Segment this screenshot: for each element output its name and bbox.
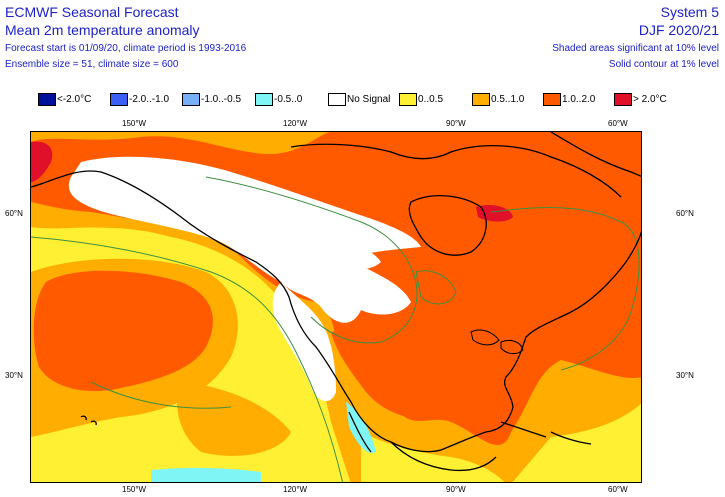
forecast-title: ECMWF Seasonal Forecast bbox=[5, 4, 179, 20]
legend-item: 1.0..2.0 bbox=[543, 92, 595, 107]
coastline-hawaii bbox=[80, 415, 97, 426]
map-canvas bbox=[31, 132, 641, 482]
legend-item: <-2.0°C bbox=[38, 92, 91, 107]
right-tick-label: 60°N bbox=[676, 209, 694, 218]
legend-item: 0.5..1.0 bbox=[472, 92, 524, 107]
legend-item: > 2.0°C bbox=[614, 92, 667, 107]
anomaly-fill-cyan-bottom bbox=[151, 467, 261, 482]
anomaly-map bbox=[30, 131, 642, 483]
right-tick-label: 30°N bbox=[676, 371, 694, 380]
legend-swatch bbox=[38, 93, 56, 106]
legend-swatch bbox=[472, 93, 490, 106]
left-tick-label: 60°N bbox=[5, 209, 23, 218]
no-signal-west bbox=[68, 156, 422, 323]
coastline-greenland bbox=[550, 132, 641, 177]
ensemble-size-info: Ensemble size = 51, climate size = 600 bbox=[5, 59, 179, 70]
no-signal-hudson-west bbox=[314, 237, 381, 270]
coastline-gulf bbox=[390, 441, 497, 472]
anomaly-fill-red-us bbox=[331, 330, 531, 421]
legend-swatch bbox=[182, 93, 200, 106]
legend-item: -1.0..-0.5 bbox=[182, 92, 241, 107]
legend-swatch bbox=[614, 93, 632, 106]
significance-note: Shaded areas significant at 10% level bbox=[552, 43, 719, 54]
significance-contour bbox=[31, 236, 344, 482]
legend-swatch bbox=[543, 93, 561, 106]
legend-label: 0.5..1.0 bbox=[491, 94, 525, 105]
legend-label: -0.5..0 bbox=[274, 94, 303, 105]
anomaly-fill-cyan-baja bbox=[346, 402, 376, 453]
left-tick-label: 30°N bbox=[5, 371, 23, 380]
bottom-tick-label: 90°W bbox=[446, 485, 466, 494]
anomaly-fill-yellow-atlantic bbox=[512, 403, 641, 482]
legend-swatch bbox=[255, 93, 273, 106]
coastline-caribbean bbox=[500, 421, 592, 445]
system-label: System 5 bbox=[660, 4, 719, 20]
season-label: DJF 2020/21 bbox=[638, 22, 719, 38]
bottom-tick-label: 120°W bbox=[283, 485, 308, 494]
legend-label: -2.0..-1.0 bbox=[129, 94, 170, 105]
significance-contour bbox=[90, 381, 232, 409]
legend-item: -0.5..0 bbox=[255, 92, 302, 107]
legend-label: > 2.0°C bbox=[633, 94, 667, 105]
color-legend: <-2.0°C -2.0..-1.0 -1.0..-0.5 -0.5..0 No… bbox=[38, 92, 688, 107]
legend-label: -1.0..-0.5 bbox=[201, 94, 242, 105]
legend-label: 0..0.5 bbox=[418, 94, 444, 105]
coastline-baja bbox=[348, 411, 372, 453]
top-tick-label: 120°W bbox=[283, 119, 308, 128]
legend-swatch bbox=[399, 93, 417, 106]
coastline bbox=[31, 170, 641, 453]
coastline-arctic-islands bbox=[290, 143, 622, 198]
legend-label: 1.0..2.0 bbox=[562, 94, 596, 105]
forecast-start-info: Forecast start is 01/09/20, climate peri… bbox=[5, 43, 247, 54]
contour-note: Solid contour at 1% level bbox=[608, 59, 719, 70]
legend-swatch bbox=[328, 93, 346, 106]
legend-label: <-2.0°C bbox=[57, 94, 92, 105]
top-tick-label: 150°W bbox=[122, 119, 147, 128]
legend-label: No Signal bbox=[347, 94, 391, 105]
coastline-hudson-bay bbox=[408, 195, 487, 256]
legend-swatch bbox=[110, 93, 128, 106]
anomaly-fill-orange-pacific2 bbox=[177, 382, 291, 456]
significance-contour bbox=[205, 176, 418, 344]
legend-item: -2.0..-1.0 bbox=[110, 92, 169, 107]
no-signal-inland bbox=[272, 282, 336, 402]
bottom-tick-label: 150°W bbox=[122, 485, 147, 494]
legend-item: No Signal bbox=[328, 92, 390, 107]
anomaly-fill-red-pacific bbox=[33, 270, 213, 392]
significance-contour bbox=[490, 207, 640, 371]
anomaly-fill-darkred-alaska bbox=[31, 141, 53, 182]
legend-item: 0..0.5 bbox=[399, 92, 443, 107]
coastline-great-lakes bbox=[470, 329, 524, 355]
top-tick-label: 60°W bbox=[608, 119, 628, 128]
variable-subtitle: Mean 2m temperature anomaly bbox=[5, 22, 200, 38]
significance-contour bbox=[415, 270, 457, 305]
top-tick-label: 90°W bbox=[446, 119, 466, 128]
bottom-tick-label: 60°W bbox=[608, 485, 628, 494]
